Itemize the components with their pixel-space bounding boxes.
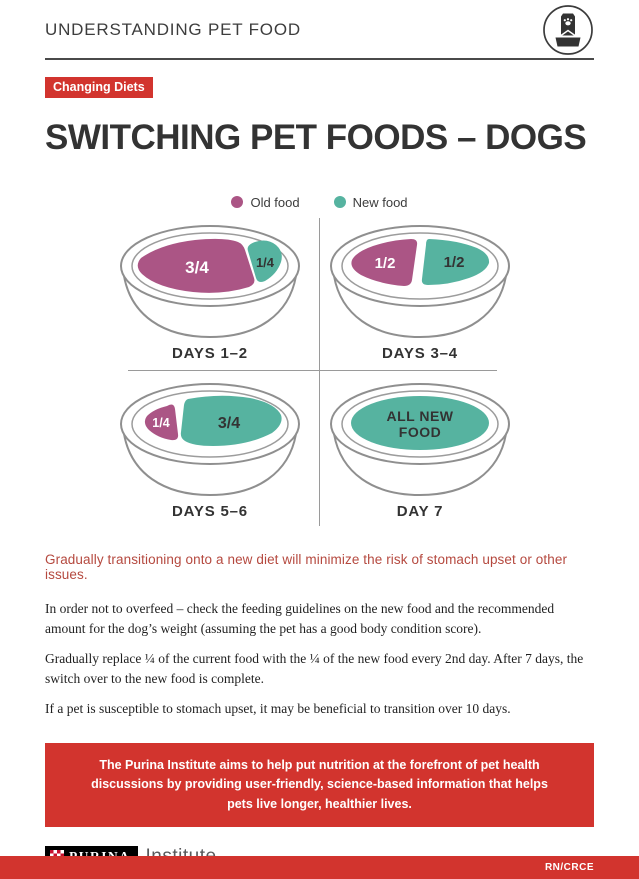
- header-divider: [45, 58, 594, 60]
- header-title: UNDERSTANDING PET FOOD: [45, 20, 301, 39]
- all-new-food-label-line1: ALL NEW: [386, 408, 453, 424]
- new-fraction-label: 3/4: [218, 415, 240, 432]
- old-fraction-label: 3/4: [185, 258, 209, 277]
- new-food-dot-icon: [333, 196, 346, 208]
- lead-sentence: Gradually transitioning onto a new diet …: [45, 552, 568, 582]
- old-food-dot-icon: [231, 196, 244, 208]
- bowl-day-7-graphic: ALL NEW FOOD: [330, 383, 510, 497]
- page-title: SWITCHING PET FOODS – DOGS: [45, 118, 587, 157]
- bowl-days-3-4-graphic: 1/2 1/2: [330, 225, 510, 339]
- legend-item-old-food: Old food: [231, 194, 300, 210]
- bowl-days-3-4-label: DAYS 3–4: [382, 345, 458, 362]
- bowl-days-1-2-graphic: 3/4 1/4: [120, 225, 300, 339]
- paragraph-overfeed: In order not to overfeed – check the fee…: [45, 601, 555, 636]
- legend: Old food New food: [0, 194, 639, 210]
- paragraph-replace: Gradually replace ¼ of the current food …: [45, 651, 584, 686]
- bowl-days-5-6-graphic: 1/4 3/4: [120, 383, 300, 497]
- section-badge: Changing Diets: [45, 77, 153, 98]
- bowl-grid: 3/4 1/4 DAYS 1–2 1/2 1/2 DAYS 3–4: [0, 218, 639, 530]
- header: UNDERSTANDING PET FOOD: [45, 0, 594, 56]
- footer-bar: RN/CRCE: [0, 856, 639, 879]
- bowl-days-1-2-label: DAYS 1–2: [172, 345, 248, 362]
- legend-item-new-food: New food: [333, 194, 408, 210]
- paragraph-sensitive: If a pet is susceptible to stomach upset…: [45, 701, 511, 717]
- legend-old-label: Old food: [250, 194, 300, 210]
- old-fraction-label: 1/2: [375, 255, 396, 272]
- bowl-days-3-4: 1/2 1/2 DAYS 3–4: [325, 220, 515, 362]
- bowl-day-7-label: DAY 7: [396, 503, 444, 520]
- body-text: Gradually transitioning onto a new diet …: [45, 552, 594, 719]
- all-new-food-label-line2: FOOD: [399, 424, 441, 440]
- grid-vertical-divider: [319, 218, 320, 526]
- bowl-days-5-6: 1/4 3/4 DAYS 5–6: [115, 378, 305, 520]
- footer-code: RN/CRCE: [544, 862, 594, 873]
- bowl-days-5-6-label: DAYS 5–6: [172, 503, 248, 520]
- new-fraction-label: 1/4: [256, 255, 275, 270]
- old-fraction-label: 1/4: [152, 416, 169, 430]
- legend-new-label: New food: [352, 194, 408, 210]
- new-fraction-label: 1/2: [444, 254, 465, 271]
- bowl-days-1-2: 3/4 1/4 DAYS 1–2: [115, 220, 305, 362]
- bowl-day-7: ALL NEW FOOD DAY 7: [325, 378, 515, 520]
- purina-institute-banner: The Purina Institute aims to help put nu…: [45, 742, 594, 827]
- grid-horizontal-divider: [128, 370, 497, 371]
- pet-food-bag-icon: [542, 4, 594, 56]
